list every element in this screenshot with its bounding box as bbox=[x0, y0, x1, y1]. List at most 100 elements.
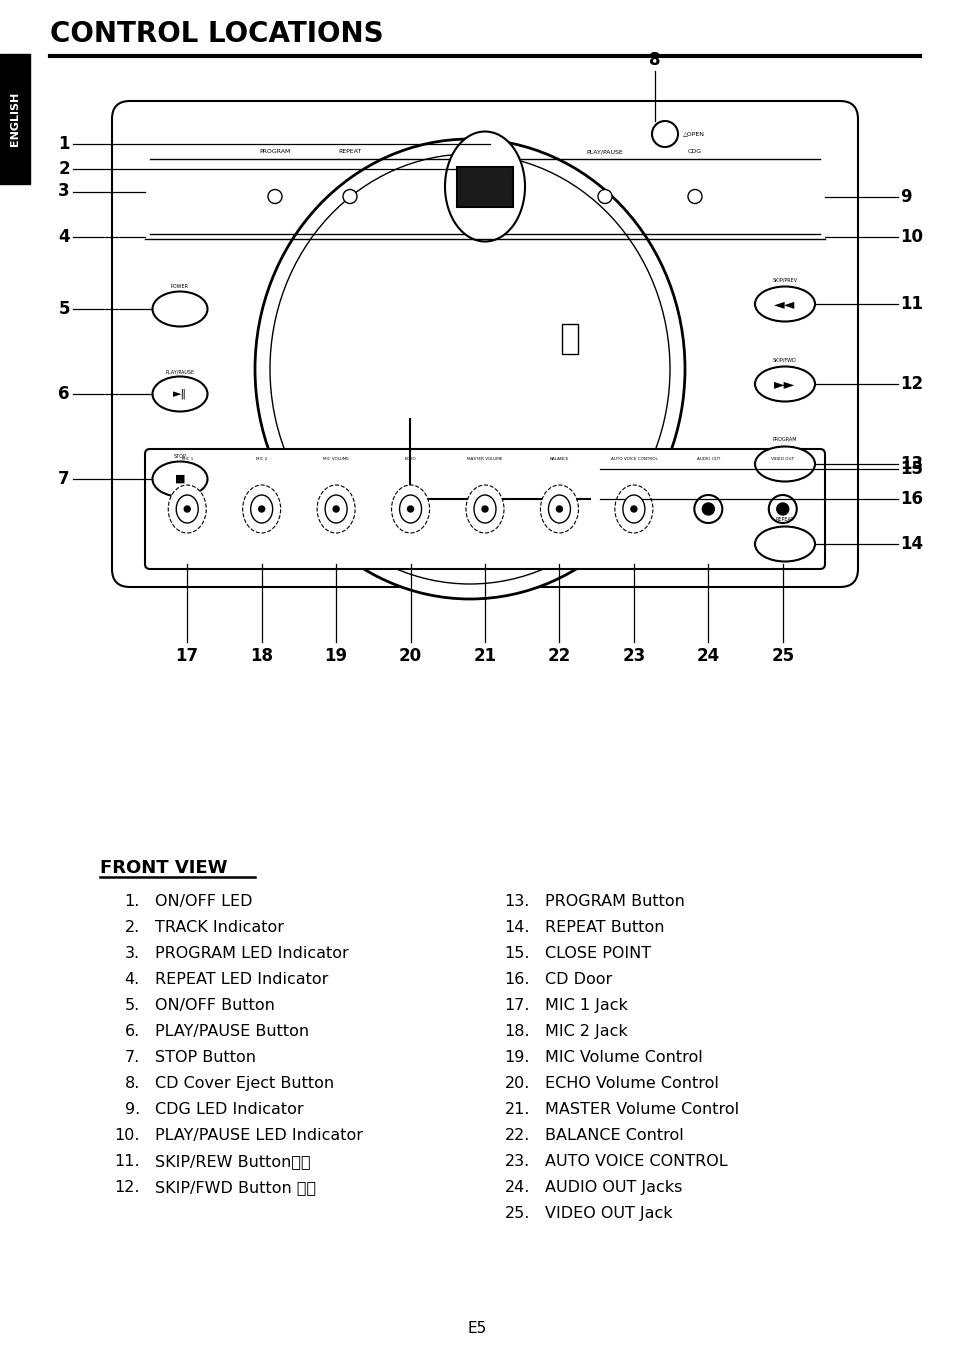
Bar bbox=[0, 54, 30, 184]
FancyBboxPatch shape bbox=[112, 102, 857, 588]
Circle shape bbox=[768, 496, 796, 523]
Text: 1: 1 bbox=[58, 135, 70, 153]
Text: PROGRAM Button: PROGRAM Button bbox=[544, 894, 684, 909]
Text: E5: E5 bbox=[467, 1322, 486, 1336]
Circle shape bbox=[687, 190, 701, 203]
Text: MIC Volume Control: MIC Volume Control bbox=[544, 1049, 702, 1066]
Text: MIC 2: MIC 2 bbox=[255, 458, 267, 460]
Circle shape bbox=[343, 190, 356, 203]
Text: PLAY/PAUSE Button: PLAY/PAUSE Button bbox=[154, 1024, 309, 1039]
Text: 20.: 20. bbox=[504, 1076, 530, 1091]
Text: 20: 20 bbox=[398, 647, 421, 665]
Text: CDG: CDG bbox=[687, 149, 701, 154]
Circle shape bbox=[598, 190, 612, 203]
Text: AUDIO OUT: AUDIO OUT bbox=[696, 458, 720, 460]
Text: MASTER VOLUME: MASTER VOLUME bbox=[467, 458, 502, 460]
Text: CLOSE POINT: CLOSE POINT bbox=[544, 946, 651, 961]
Text: 3: 3 bbox=[58, 183, 70, 200]
Ellipse shape bbox=[176, 496, 198, 523]
Text: 17: 17 bbox=[175, 647, 198, 665]
Text: AUTO VOICE CONTROL: AUTO VOICE CONTROL bbox=[544, 1154, 727, 1169]
Ellipse shape bbox=[444, 131, 524, 241]
Text: 23: 23 bbox=[621, 647, 645, 665]
Text: 16: 16 bbox=[899, 490, 923, 508]
Circle shape bbox=[556, 506, 562, 512]
Text: 13: 13 bbox=[899, 455, 923, 473]
Text: TRACK Indicator: TRACK Indicator bbox=[154, 919, 284, 936]
Text: PROGRAM: PROGRAM bbox=[259, 149, 291, 154]
Text: 10.: 10. bbox=[114, 1128, 140, 1143]
Text: 25.: 25. bbox=[504, 1206, 530, 1221]
Text: 21: 21 bbox=[473, 647, 497, 665]
Text: ◄◄: ◄◄ bbox=[774, 297, 795, 311]
Circle shape bbox=[481, 506, 488, 512]
Text: 1.: 1. bbox=[125, 894, 140, 909]
Ellipse shape bbox=[152, 462, 208, 497]
Circle shape bbox=[258, 506, 264, 512]
Text: BALANCE Control: BALANCE Control bbox=[544, 1128, 683, 1143]
Text: MIC 1 Jack: MIC 1 Jack bbox=[544, 998, 627, 1013]
Text: SKIP/FWD Button ⏭⏭: SKIP/FWD Button ⏭⏭ bbox=[154, 1179, 315, 1196]
Text: REPEAT LED Indicator: REPEAT LED Indicator bbox=[154, 972, 328, 987]
Text: 5.: 5. bbox=[125, 998, 140, 1013]
Ellipse shape bbox=[168, 485, 206, 533]
Text: 24: 24 bbox=[696, 647, 720, 665]
Text: 3.: 3. bbox=[125, 946, 140, 961]
Text: 10: 10 bbox=[899, 227, 923, 246]
Circle shape bbox=[268, 190, 282, 203]
Ellipse shape bbox=[474, 496, 496, 523]
Text: MIC 1: MIC 1 bbox=[181, 458, 193, 460]
Text: PLAY/PAUSE LED Indicator: PLAY/PAUSE LED Indicator bbox=[154, 1128, 363, 1143]
Text: 24.: 24. bbox=[504, 1179, 530, 1196]
Text: ENGLISH: ENGLISH bbox=[10, 92, 20, 146]
Text: 14: 14 bbox=[899, 535, 923, 552]
Text: MIC VOLUME: MIC VOLUME bbox=[323, 458, 349, 460]
Text: 14.: 14. bbox=[504, 919, 530, 936]
Text: ►‖: ►‖ bbox=[172, 389, 187, 399]
FancyBboxPatch shape bbox=[145, 450, 824, 569]
Bar bbox=[456, 167, 513, 207]
Ellipse shape bbox=[254, 139, 684, 598]
Ellipse shape bbox=[754, 287, 814, 321]
Text: 13.: 13. bbox=[504, 894, 530, 909]
Ellipse shape bbox=[242, 485, 280, 533]
Text: 15.: 15. bbox=[504, 946, 530, 961]
Text: 18.: 18. bbox=[504, 1024, 530, 1039]
Text: 8.: 8. bbox=[125, 1076, 140, 1091]
Text: 21.: 21. bbox=[504, 1102, 530, 1117]
Ellipse shape bbox=[548, 496, 570, 523]
Text: 16.: 16. bbox=[504, 972, 530, 987]
Text: 19.: 19. bbox=[504, 1049, 530, 1066]
Text: 15: 15 bbox=[899, 460, 923, 478]
Text: ►►: ►► bbox=[774, 376, 795, 391]
Ellipse shape bbox=[540, 485, 578, 533]
Circle shape bbox=[630, 506, 637, 512]
Circle shape bbox=[333, 506, 338, 512]
Ellipse shape bbox=[399, 496, 421, 523]
Ellipse shape bbox=[754, 527, 814, 562]
Text: AUDIO OUT Jacks: AUDIO OUT Jacks bbox=[544, 1179, 681, 1196]
Ellipse shape bbox=[316, 485, 355, 533]
Ellipse shape bbox=[754, 447, 814, 482]
Text: 5: 5 bbox=[58, 301, 70, 318]
Text: 7.: 7. bbox=[125, 1049, 140, 1066]
Text: 2.: 2. bbox=[125, 919, 140, 936]
Text: PROGRAM LED Indicator: PROGRAM LED Indicator bbox=[154, 946, 349, 961]
Text: 22.: 22. bbox=[504, 1128, 530, 1143]
Text: REPEAT: REPEAT bbox=[775, 517, 794, 523]
Text: MIC 2 Jack: MIC 2 Jack bbox=[544, 1024, 627, 1039]
Text: SKIP/REW Button⏮⏮: SKIP/REW Button⏮⏮ bbox=[154, 1154, 311, 1169]
Text: CONTROL LOCATIONS: CONTROL LOCATIONS bbox=[50, 20, 383, 47]
Text: CD Cover Eject Button: CD Cover Eject Button bbox=[154, 1076, 334, 1091]
Text: AUTO VOICE CONTROL: AUTO VOICE CONTROL bbox=[610, 458, 657, 460]
Text: STOP: STOP bbox=[173, 454, 186, 459]
Text: PLAY/PAUSE: PLAY/PAUSE bbox=[165, 370, 194, 374]
Text: 9: 9 bbox=[899, 187, 911, 206]
Circle shape bbox=[701, 502, 714, 515]
Ellipse shape bbox=[391, 485, 429, 533]
Text: ECHO: ECHO bbox=[404, 458, 416, 460]
Text: STOP Button: STOP Button bbox=[154, 1049, 255, 1066]
Text: CDG LED Indicator: CDG LED Indicator bbox=[154, 1102, 303, 1117]
Text: ECHO Volume Control: ECHO Volume Control bbox=[544, 1076, 719, 1091]
Ellipse shape bbox=[152, 291, 208, 326]
